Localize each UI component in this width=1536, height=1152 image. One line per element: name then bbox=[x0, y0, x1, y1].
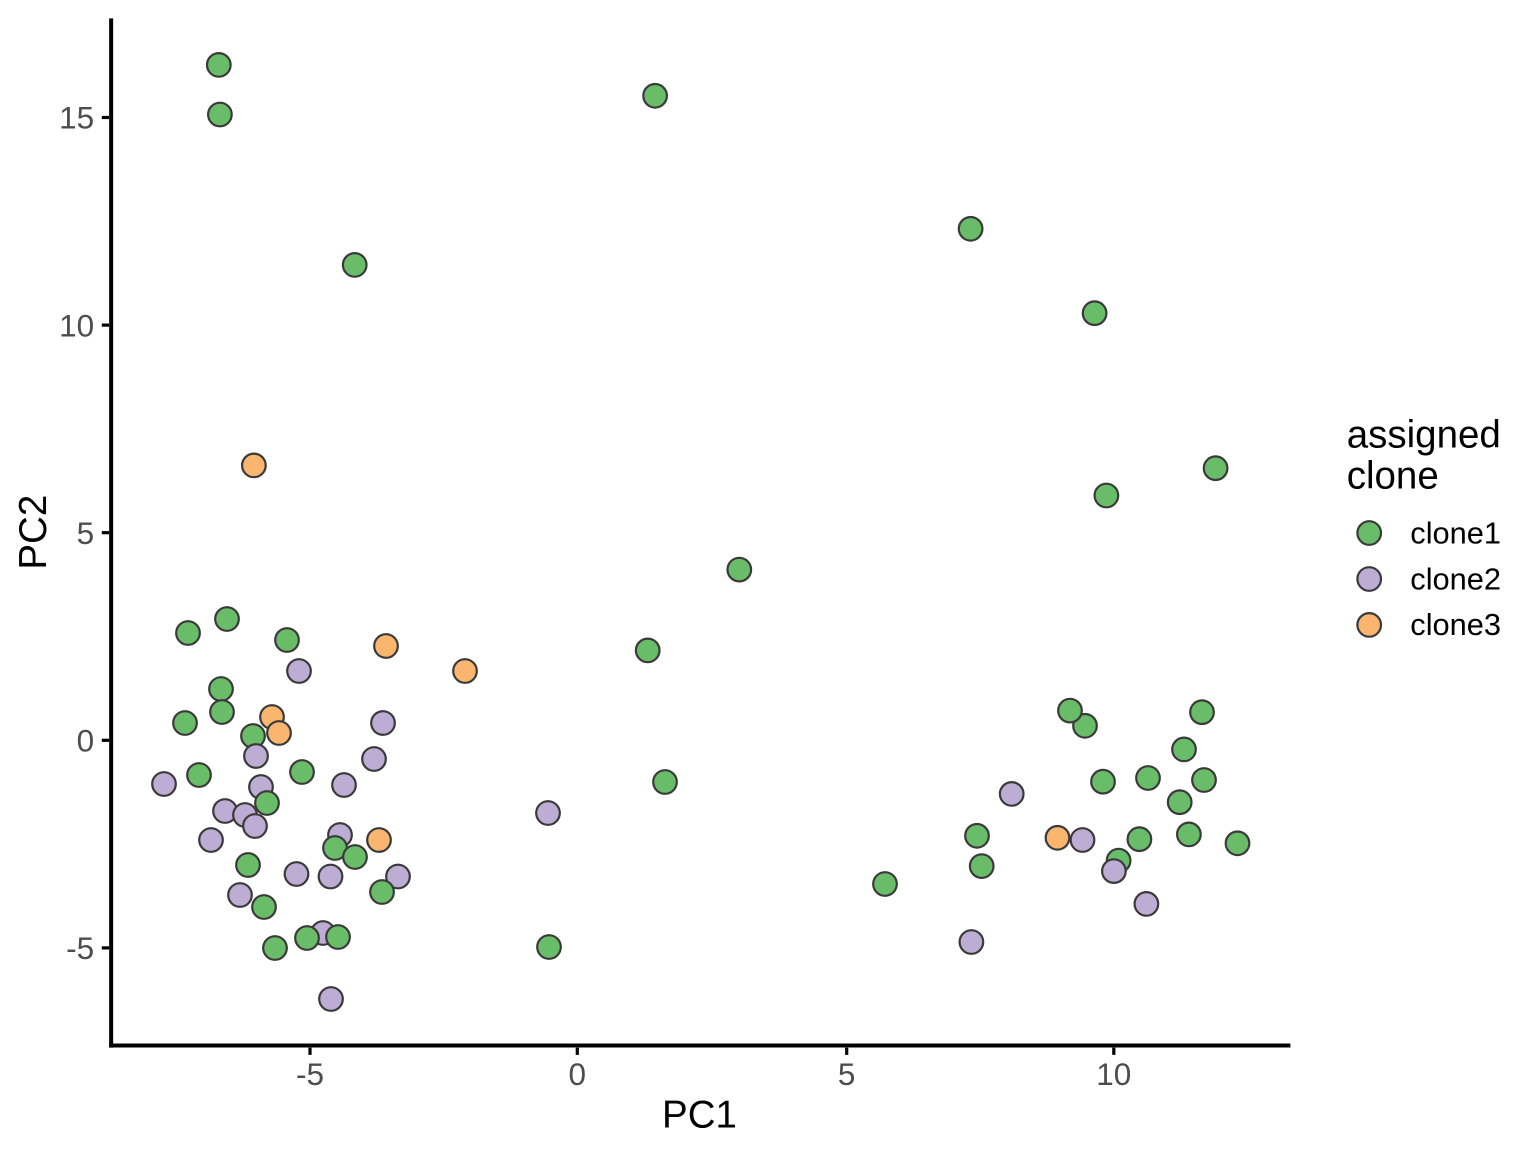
svg-text:5: 5 bbox=[838, 1056, 856, 1092]
svg-text:0: 0 bbox=[77, 723, 95, 759]
svg-text:clone2: clone2 bbox=[1410, 561, 1501, 596]
svg-text:-5: -5 bbox=[296, 1056, 324, 1092]
svg-text:assigned: assigned bbox=[1347, 414, 1501, 457]
svg-text:10: 10 bbox=[59, 307, 94, 343]
svg-text:clone3: clone3 bbox=[1410, 607, 1501, 642]
svg-text:clone1: clone1 bbox=[1410, 515, 1501, 550]
svg-text:0: 0 bbox=[569, 1056, 587, 1092]
svg-text:clone: clone bbox=[1347, 455, 1439, 498]
svg-text:-5: -5 bbox=[66, 930, 94, 966]
svg-text:15: 15 bbox=[59, 100, 94, 136]
svg-text:PC2: PC2 bbox=[12, 495, 55, 570]
svg-text:5: 5 bbox=[77, 515, 95, 551]
svg-text:PC1: PC1 bbox=[662, 1093, 737, 1136]
svg-text:10: 10 bbox=[1096, 1056, 1131, 1092]
